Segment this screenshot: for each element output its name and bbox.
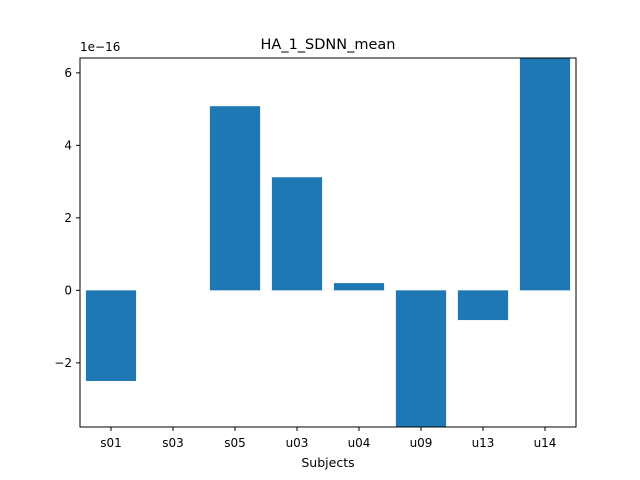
x-tick-label: s05 [224, 436, 246, 450]
x-tick-label: u14 [534, 436, 557, 450]
bar-u03 [271, 177, 323, 291]
x-axis-label: Subjects [301, 455, 354, 470]
y-axis-offset-label: 1e−16 [80, 40, 120, 54]
y-tick-label: 0 [64, 283, 72, 297]
ticks-layer: s01 s03 s05 u03 u04 u09 u13 u14 −2 0 2 4 6 [54, 66, 556, 450]
x-tick-label: s03 [162, 436, 184, 450]
bar-u13 [457, 290, 509, 321]
bar-s01 [85, 290, 137, 381]
y-tick-label: −2 [54, 356, 72, 370]
bar-u04 [333, 283, 385, 291]
plot-frame [79, 57, 577, 428]
x-tick-label: u09 [410, 436, 433, 450]
chart-title: HA_1_SDNN_mean [261, 37, 396, 53]
bar-u09 [395, 290, 447, 427]
bar-s05 [209, 106, 261, 291]
x-tick-label: u03 [286, 436, 309, 450]
y-tick-label: 6 [64, 66, 72, 80]
bar-u14 [519, 58, 571, 291]
y-tick-label: 2 [64, 211, 72, 225]
x-tick-label: u04 [348, 436, 371, 450]
y-tick-label: 4 [64, 138, 72, 152]
bars-layer [85, 58, 571, 427]
x-tick-label: s01 [100, 436, 122, 450]
x-tick-label: u13 [472, 436, 495, 450]
